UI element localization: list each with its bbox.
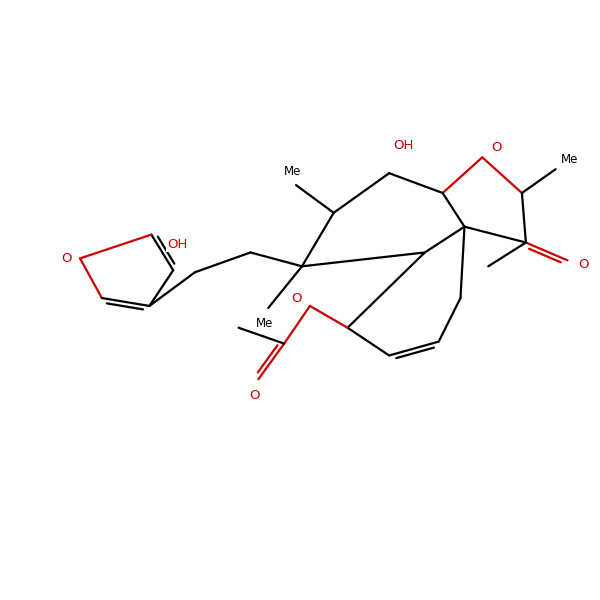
Text: O: O	[61, 252, 71, 265]
Text: OH: OH	[167, 238, 187, 251]
Text: O: O	[249, 389, 260, 401]
Text: O: O	[491, 141, 502, 154]
Text: Me: Me	[256, 317, 273, 330]
Text: OH: OH	[393, 139, 413, 152]
Text: Me: Me	[283, 165, 301, 178]
Text: Me: Me	[561, 153, 578, 166]
Text: O: O	[291, 292, 301, 305]
Text: O: O	[578, 258, 589, 271]
